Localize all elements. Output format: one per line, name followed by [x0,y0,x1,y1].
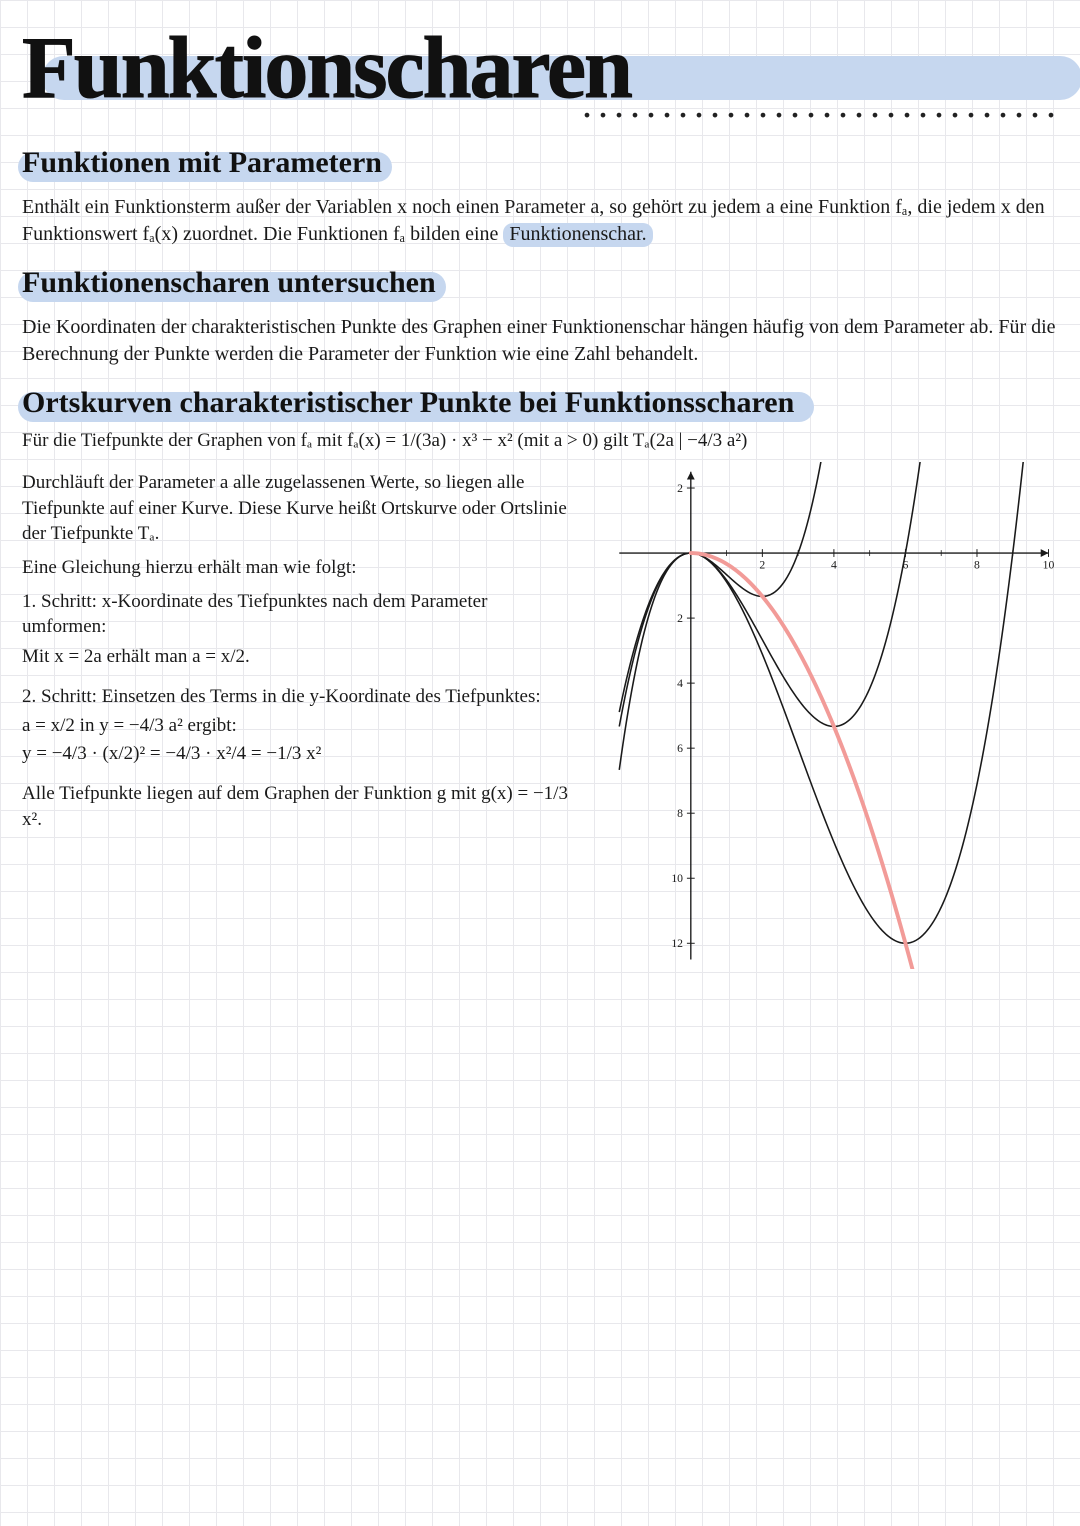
conclusion: Alle Tiefpunkte liegen auf dem Graphen d… [22,781,572,832]
formula-line: Für die Tiefpunkte der Graphen von fₐ mi… [22,430,1058,452]
svg-text:2: 2 [677,612,683,625]
svg-text:4: 4 [677,677,683,690]
section-parameters: Funktionen mit Parametern Enthält ein Fu… [22,146,1058,248]
svg-text:6: 6 [677,742,683,755]
section-investigate: Funktionenscharen untersuchen Die Koordi… [22,266,1058,368]
body-text: Die Koordinaten der charakteristischen P… [22,314,1058,368]
body-text: Enthält ein Funktionsterm außer der Vari… [22,194,1058,248]
heading-wrap: Funktionenscharen untersuchen [22,266,436,300]
inline-highlight: Funktionenschar. [503,223,652,247]
heading: Ortskurven charakteristischer Punkte bei… [22,386,794,419]
heading-wrap: Funktionen mit Parametern [22,146,382,180]
heading-wrap: Ortskurven charakteristischer Punkte bei… [22,386,794,420]
step-2a: 2. Schritt: Einsetzen des Terms in die y… [22,684,572,710]
two-column: Durchläuft der Parameter a alle zugelass… [22,462,1058,974]
left-column: Durchläuft der Parameter a alle zugelass… [22,462,572,974]
para: Durchläuft der Parameter a alle zugelass… [22,470,572,547]
step-2c: y = −4/3 · (x/2)² = −4/3 · x²/4 = −1/3 x… [22,743,572,765]
title-dots: .............................. [582,80,1062,127]
svg-text:2: 2 [677,482,683,495]
svg-text:8: 8 [677,807,683,820]
svg-text:10: 10 [671,872,683,885]
ortskurve-chart: 246810121086422 [590,462,1058,969]
heading: Funktionen mit Parametern [22,146,382,179]
svg-text:10: 10 [1042,559,1054,572]
right-column: 246810121086422 [590,462,1058,974]
para: Eine Gleichung hierzu erhält man wie fol… [22,555,572,581]
svg-text:8: 8 [974,559,980,572]
section-ortskurven: Ortskurven charakteristischer Punkte bei… [22,386,1058,974]
step-1a: 1. Schritt: x-Koordinate des Tiefpunktes… [22,589,572,640]
heading: Funktionenscharen untersuchen [22,266,436,299]
svg-text:12: 12 [671,937,683,950]
step-1b: Mit x = 2a erhält man a = x/2. [22,646,572,668]
title-block: Funktionscharen ........................… [22,18,1058,128]
svg-text:4: 4 [831,559,837,572]
svg-text:2: 2 [759,559,765,572]
step-2b: a = x/2 in y = −4/3 a² ergibt: [22,715,572,737]
